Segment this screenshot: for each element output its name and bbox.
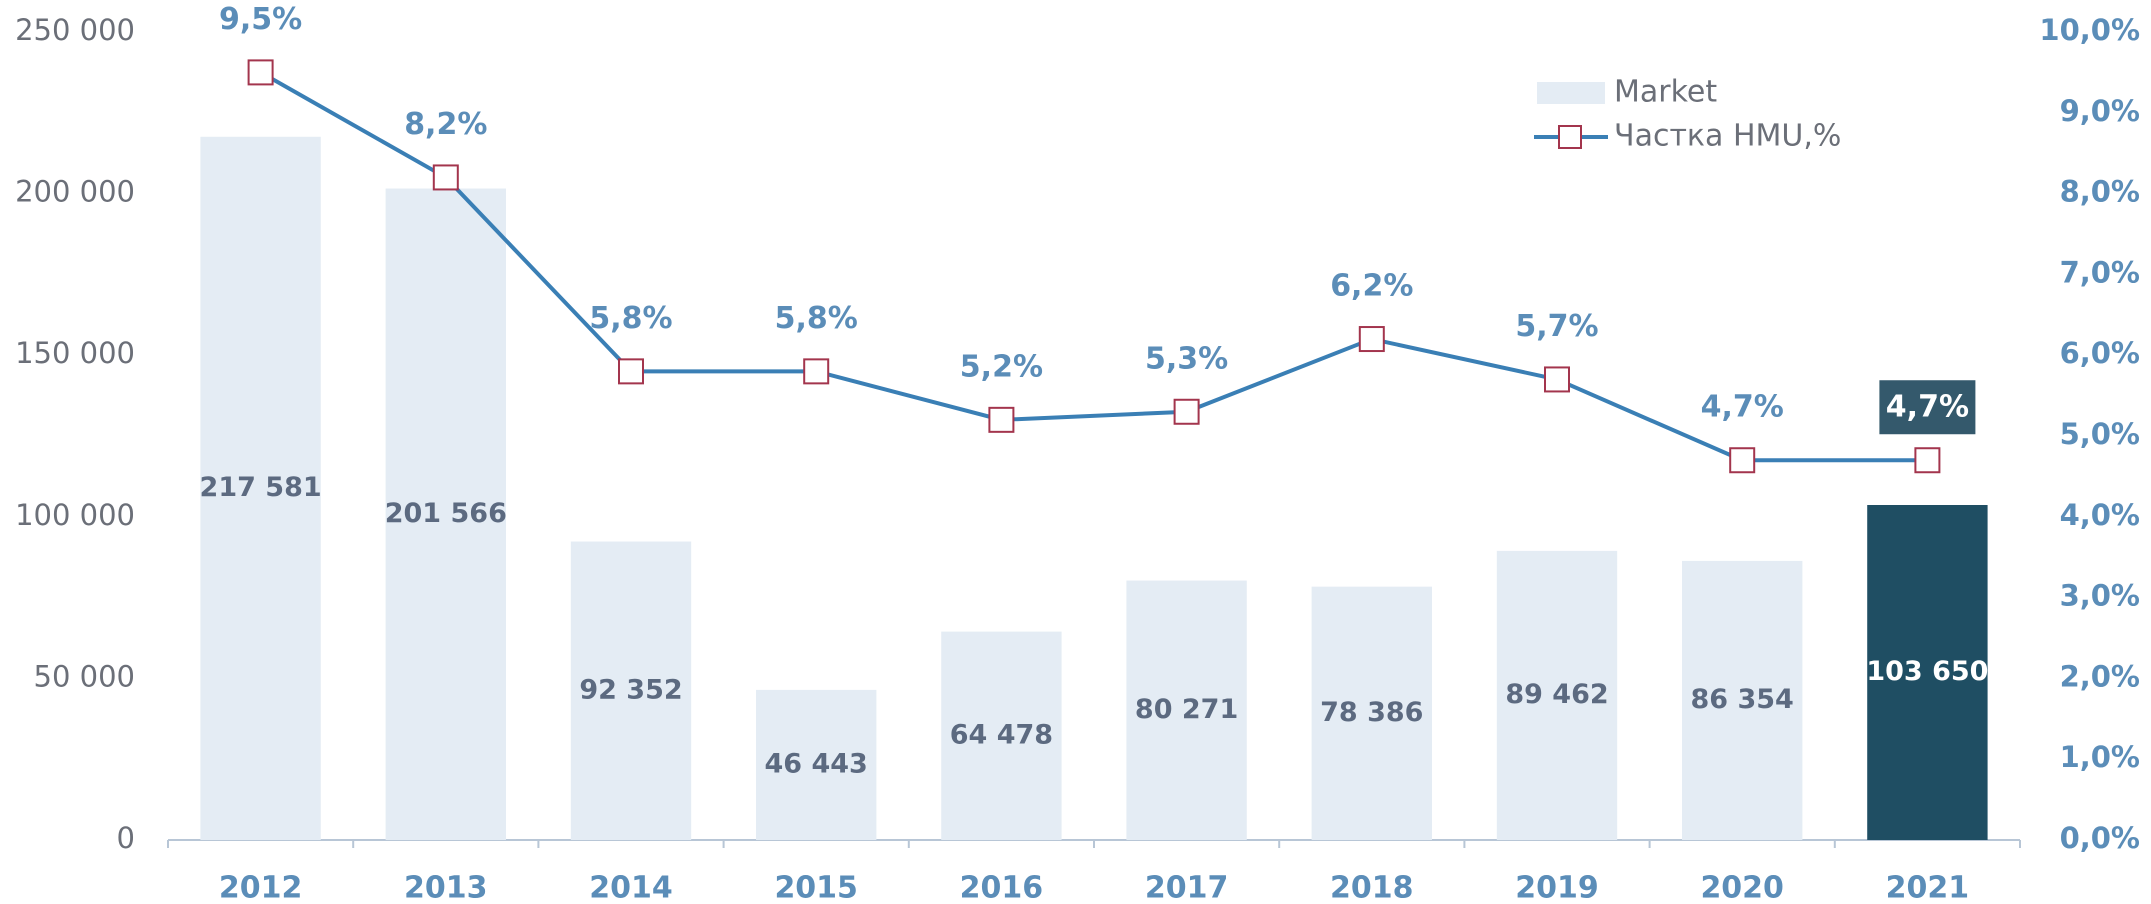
x-tick-label: 2020 <box>1700 871 1784 904</box>
label-box <box>1879 380 1976 435</box>
x-tick-label: 2014 <box>589 871 673 904</box>
line-marker <box>1358 326 1385 353</box>
bar-label: 201 566 <box>385 498 507 529</box>
line-marker <box>618 358 644 385</box>
x-tick-label: 2017 <box>1145 871 1229 904</box>
legend-swatch <box>1537 82 1605 104</box>
bar-label: 80 271 <box>1135 694 1238 725</box>
line-marker <box>247 59 274 86</box>
x-tick-label: 2019 <box>1515 871 1599 904</box>
line <box>259 70 1928 463</box>
y2-tick-label: 7,0% <box>2060 255 2140 289</box>
line-marker <box>988 406 1015 433</box>
y-tick-label: 0 <box>117 821 135 855</box>
y2-tick-label: 3,0% <box>2060 579 2140 613</box>
bar-label: 78 386 <box>1320 697 1423 728</box>
bar-label: 46 443 <box>765 748 868 779</box>
y-tick-label: 100 000 <box>15 498 135 532</box>
bar-label: 217 581 <box>200 472 322 503</box>
x-tick-label: 2015 <box>774 871 858 904</box>
bar <box>1682 560 1803 840</box>
legend-label: Частка HMU,% <box>1614 119 1841 154</box>
y2-tick-label: 2,0% <box>2060 659 2140 693</box>
line-marker <box>1173 398 1200 425</box>
line-marker <box>803 358 830 385</box>
y-tick-label: 250 000 <box>15 13 135 47</box>
line-label: 5,3% <box>1145 341 1228 376</box>
line-label: 5,7% <box>1515 309 1598 344</box>
line-marker <box>432 164 459 191</box>
line-marker <box>1729 447 1756 474</box>
y2-tick-label: 5,0% <box>2060 417 2140 451</box>
x-tick-label: 2016 <box>960 871 1044 904</box>
y2-tick-label: 9,0% <box>2060 94 2140 128</box>
y2-tick-label: 4,0% <box>2060 498 2140 532</box>
bar-label: 92 352 <box>579 674 682 705</box>
line-marker <box>1544 366 1570 393</box>
legend-label: Market <box>1614 75 1717 110</box>
line-marker <box>1914 447 1941 474</box>
y-tick-label: 200 000 <box>15 175 135 209</box>
y2-tick-label: 8,0% <box>2060 175 2140 209</box>
y-tick-label: 150 000 <box>15 336 135 370</box>
bar-label: 64 478 <box>950 719 1053 750</box>
line-label: 6,2% <box>1330 269 1413 304</box>
x-tick-label: 2013 <box>404 871 488 904</box>
y2-tick-label: 1,0% <box>2060 740 2140 774</box>
y2-tick-label: 10,0% <box>2039 13 2140 47</box>
bar <box>756 689 877 840</box>
bar <box>1867 505 1988 840</box>
line-label: 5,2% <box>960 349 1043 384</box>
line-label: 5,8% <box>589 301 672 336</box>
line-label: 4,7% <box>1886 390 1969 425</box>
legend-marker <box>1558 125 1582 149</box>
bar <box>1496 550 1618 840</box>
line-label: 9,5% <box>219 2 302 37</box>
bar <box>1311 586 1432 840</box>
line-label: 4,7% <box>1701 390 1784 425</box>
bar-label: 86 354 <box>1691 684 1794 715</box>
y-tick-label: 50 000 <box>34 659 135 693</box>
bar <box>200 136 321 841</box>
bar <box>570 541 692 840</box>
x-tick-label: 2012 <box>219 871 303 904</box>
bar <box>941 631 1062 840</box>
y2-tick-label: 6,0% <box>2060 336 2140 370</box>
bar-label: 103 650 <box>1866 656 1988 687</box>
x-tick-label: 2018 <box>1330 871 1414 904</box>
x-tick-label: 2021 <box>1886 871 1970 904</box>
bar-label: 89 462 <box>1505 679 1608 710</box>
bar <box>385 188 506 840</box>
line-label: 5,8% <box>775 301 858 336</box>
bar <box>1126 580 1247 840</box>
y2-tick-label: 0,0% <box>2060 821 2140 855</box>
line-label: 8,2% <box>404 107 487 142</box>
